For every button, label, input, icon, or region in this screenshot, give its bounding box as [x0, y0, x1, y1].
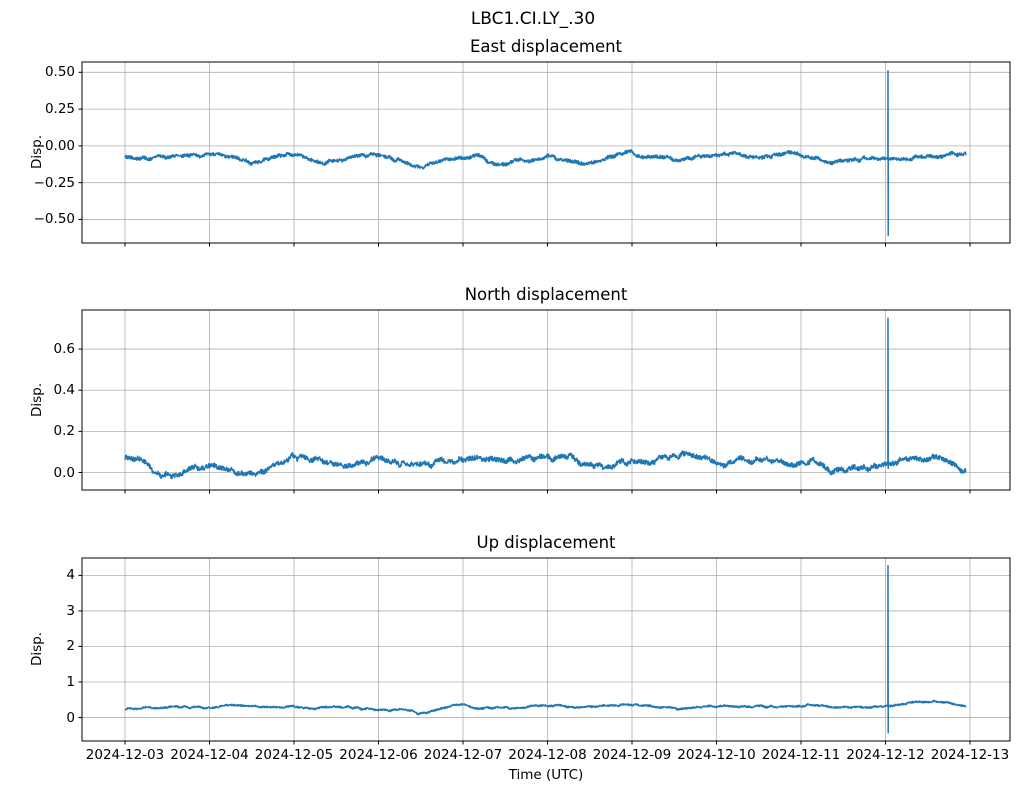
axes-spines	[81, 309, 1011, 491]
subplot-title-north: North displacement	[464, 285, 628, 304]
y-tick-label: 0.0	[53, 464, 75, 481]
data-line-east	[124, 70, 967, 237]
y-tick-label: 0	[66, 709, 75, 726]
subplot-0	[78, 61, 1011, 247]
y-tick-label: 0.4	[53, 382, 75, 399]
y-tick-label: 0.25	[44, 101, 75, 118]
y-tick-label: 2	[66, 638, 75, 655]
subplot-1	[78, 309, 1011, 494]
x-tick-label: 2024-12-03	[85, 747, 165, 763]
y-tick-label: −0.25	[33, 174, 75, 191]
x-tick-label: 2024-12-07	[423, 747, 503, 763]
y-tick-label: 0.50	[44, 64, 75, 81]
x-tick-label: 2024-12-09	[592, 747, 672, 763]
y-tick-label: 0.6	[53, 341, 75, 358]
x-tick-label: 2024-12-06	[339, 747, 418, 763]
x-tick-label: 2024-12-10	[677, 747, 756, 763]
x-tick-label: 2024-12-12	[846, 747, 925, 763]
subplot-title-east: East displacement	[469, 37, 623, 56]
data-line-north	[124, 317, 967, 480]
figure-suptitle: LBC1.CI.LY_.30	[470, 9, 596, 29]
y-tick-label: 0.2	[53, 423, 75, 440]
axes-spines	[81, 557, 1011, 742]
x-tick-label: 2024-12-08	[508, 747, 587, 763]
y-tick-label: 1	[66, 674, 75, 690]
subplot-2	[78, 557, 1011, 745]
x-tick-label: 2024-12-04	[170, 747, 249, 763]
x-tick-label: 2024-12-05	[254, 747, 334, 763]
y-tick-label: −0.50	[33, 211, 75, 228]
y-tick-label: 4	[66, 567, 75, 584]
x-axis-label: Time (UTC)	[508, 767, 584, 783]
y-tick-label: 3	[66, 602, 75, 619]
data-line-up	[124, 565, 967, 734]
subplot-title-up: Up displacement	[476, 533, 616, 552]
axes-spines	[81, 61, 1011, 244]
y-tick-label: 0.00	[44, 137, 75, 154]
x-tick-label: 2024-12-11	[761, 747, 841, 763]
x-tick-label: 2024-12-13	[930, 747, 1010, 763]
